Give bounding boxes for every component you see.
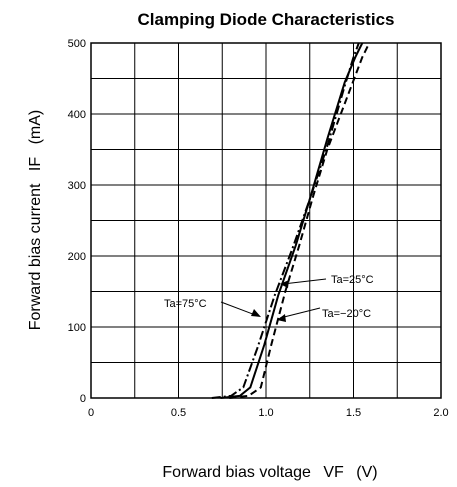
- annotation-ta25-label: Ta=25°C: [331, 274, 374, 286]
- x-axis-symbol: VF: [323, 464, 344, 481]
- annotation-ta-20: Ta=−20°C: [277, 307, 371, 322]
- y-axis-unit: (mA): [27, 110, 44, 145]
- y-tick-label: 500: [68, 38, 86, 50]
- annotation-ta25: Ta=25°C: [280, 274, 374, 288]
- x-tick-label: 2.0: [433, 407, 448, 419]
- series-lines: [211, 42, 371, 399]
- annotation-ta75: Ta=75°C: [164, 298, 261, 317]
- x-tick-label: 1.0: [258, 407, 273, 419]
- x-axis-unit: (V): [356, 464, 377, 481]
- y-axis-label: Forward bias current IF (mA): [27, 110, 44, 331]
- annotation-ta-20-label: Ta=−20°C: [322, 308, 371, 320]
- y-tick-label: 0: [80, 393, 86, 405]
- plot-frame: [90, 42, 442, 399]
- x-tick-label: 0.5: [171, 407, 186, 419]
- y-axis-symbol: IF: [27, 157, 44, 171]
- y-tick-label: 300: [68, 180, 86, 192]
- series-line-2: [229, 42, 371, 399]
- x-axis-label: Forward bias voltage VF (V): [162, 464, 377, 481]
- y-axis-label-text: Forward bias current: [27, 183, 44, 330]
- y-tick-label: 200: [68, 251, 86, 263]
- x-axis-label-text: Forward bias voltage: [162, 464, 311, 481]
- x-tick-label: 0: [88, 407, 94, 419]
- y-tick-label: 400: [68, 109, 86, 121]
- y-tick-label: 100: [68, 322, 86, 334]
- grid: [91, 43, 441, 398]
- chart-title: Clamping Diode Characteristics: [138, 10, 395, 29]
- annotation-ta75-label: Ta=75°C: [164, 298, 207, 310]
- tick-labels: 0 0.5 1.0 1.5 2.0 0 100 200 300 400 500: [68, 38, 449, 419]
- series-line-1: [220, 42, 364, 399]
- x-tick-label: 1.5: [346, 407, 361, 419]
